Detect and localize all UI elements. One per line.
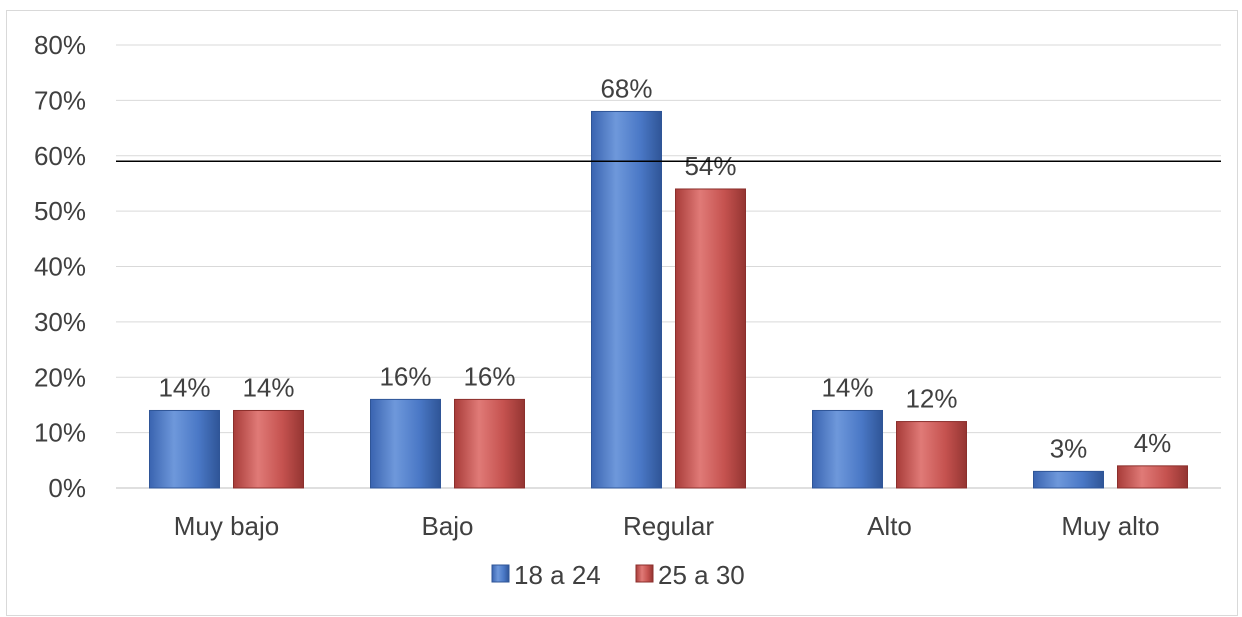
bar-series2[interactable] [454,398,525,489]
legend-label: 18 a 24 [514,560,601,590]
data-label: 68% [600,73,652,103]
x-tick-label: Muy bajo [174,511,280,541]
y-tick-label: 30% [34,307,86,337]
data-label: 3% [1050,433,1088,463]
data-label: 14% [158,372,210,402]
x-tick-label: Alto [867,511,912,541]
y-tick-label: 20% [34,362,86,392]
bar-series1[interactable] [1033,470,1104,489]
x-tick-label: Muy alto [1061,511,1159,541]
y-tick-label: 40% [34,252,86,282]
data-label: 4% [1134,428,1172,458]
x-tick-label: Bajo [421,511,473,541]
data-label: 54% [684,151,736,181]
data-label: 14% [821,372,873,402]
legend-swatch [635,564,654,583]
data-label: 14% [242,372,294,402]
bar-series1[interactable] [370,398,441,489]
bar-series1[interactable] [149,409,220,489]
legend-label: 25 a 30 [658,560,745,590]
data-label: 16% [463,361,515,391]
y-tick-label: 60% [34,141,86,171]
y-tick-label: 10% [34,418,86,448]
bar-series2[interactable] [896,421,967,489]
legend-swatch [491,564,510,583]
data-label: 12% [905,384,957,414]
y-tick-label: 0% [48,473,86,503]
bar-series2[interactable] [233,409,304,489]
y-tick-label: 70% [34,85,86,115]
y-tick-label: 50% [34,196,86,226]
y-tick-label: 80% [34,30,86,60]
bar-series2[interactable] [675,188,746,489]
bar-series1[interactable] [591,110,662,489]
bar-series2[interactable] [1117,465,1188,489]
bar-series1[interactable] [812,409,883,489]
x-tick-label: Regular [623,511,714,541]
data-label: 16% [379,361,431,391]
